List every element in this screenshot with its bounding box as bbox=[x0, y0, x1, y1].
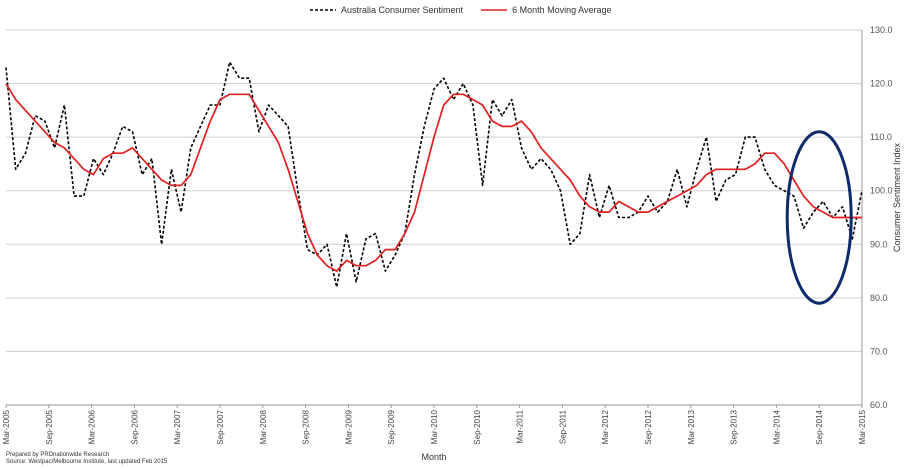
x-tick-label: Mar-2009 bbox=[344, 409, 353, 444]
series-line-moving-average bbox=[5, 83, 862, 272]
y-axis-title: Consumer Sentiment Index bbox=[892, 142, 902, 252]
y-tick-label: 100.0 bbox=[870, 186, 893, 196]
x-tick-label: Mar-2015 bbox=[858, 409, 867, 444]
x-tick-label: Sep-2006 bbox=[130, 409, 139, 444]
x-tick-label: Sep-2011 bbox=[558, 409, 567, 444]
x-tick-label: Sep-2013 bbox=[730, 409, 739, 444]
series-line-consumer-sentiment bbox=[5, 61, 863, 288]
legend-swatch-dashed bbox=[310, 9, 336, 11]
legend-item-sentiment: Australia Consumer Sentiment bbox=[310, 5, 463, 15]
gridlines bbox=[6, 29, 863, 406]
y-tick-label: 70.0 bbox=[870, 346, 888, 356]
x-tick-label: Sep-2009 bbox=[387, 409, 396, 444]
x-tick-label: Mar-2014 bbox=[772, 409, 781, 444]
highlight-ellipse bbox=[785, 130, 853, 305]
x-axis-title: Month bbox=[421, 452, 446, 462]
footnote-prepared-by: Prepared by PRDnationwide Research bbox=[6, 452, 110, 458]
x-tick-label: Sep-2012 bbox=[644, 409, 653, 444]
x-tick-label: Sep-2005 bbox=[45, 409, 54, 444]
x-tick-label: Mar-2007 bbox=[173, 409, 182, 444]
footnote-source: Source: Westpac/Melbourne Institute, las… bbox=[6, 459, 168, 465]
legend-label-sentiment: Australia Consumer Sentiment bbox=[341, 5, 464, 15]
x-tick-label: Sep-2014 bbox=[815, 409, 824, 444]
legend-item-moving-average: 6 Month Moving Average bbox=[481, 5, 611, 15]
y-tick-label: 110.0 bbox=[870, 132, 892, 142]
series-lines bbox=[5, 61, 863, 288]
y-tick-label: 90.0 bbox=[870, 239, 888, 249]
y-axis-ticks: 60.0 70.0 80.0 90.0 100.0 110.0 120.0 130.0 bbox=[870, 25, 893, 410]
x-tick-label: Mar-2008 bbox=[259, 409, 268, 444]
x-tick-label: Mar-2006 bbox=[88, 409, 97, 444]
x-tick-label: Mar-2010 bbox=[430, 409, 439, 444]
y-tick-label: 80.0 bbox=[870, 293, 888, 303]
legend-label-moving-average: 6 Month Moving Average bbox=[512, 5, 612, 15]
x-tick-label: Mar-2012 bbox=[601, 409, 610, 444]
x-tick-label: Mar-2005 bbox=[2, 409, 11, 444]
x-tick-label: Mar-2013 bbox=[687, 409, 696, 444]
y-tick-label: 120.0 bbox=[870, 79, 893, 89]
y-tick-label: 60.0 bbox=[870, 400, 888, 410]
x-tick-label: Sep-2010 bbox=[473, 409, 482, 444]
x-tick-label: Sep-2007 bbox=[216, 409, 225, 444]
x-axis-ticks: Mar-2005 Sep-2005 Mar-2006 Sep-2006 Mar-2007… bbox=[2, 405, 867, 445]
legend: Australia Consumer Sentiment 6 Month Mov… bbox=[310, 5, 629, 15]
x-tick-label: Sep-2008 bbox=[302, 409, 311, 444]
x-tick-label: Mar-2011 bbox=[516, 409, 525, 443]
y-tick-label: 130.0 bbox=[870, 25, 893, 35]
legend-swatch-solid bbox=[481, 9, 508, 11]
